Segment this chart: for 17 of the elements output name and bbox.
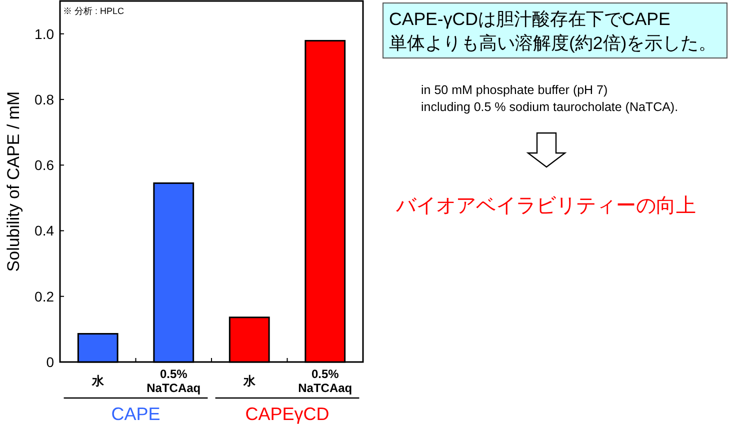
y-tick-label: 0.4 (34, 222, 54, 239)
text: バイオアベイラビリティーの向上 (395, 195, 696, 217)
y-tick-label: 0.6 (34, 157, 54, 174)
x-tick-label: 水 (90, 374, 105, 388)
annotation: ※ 分析 : HPLC (63, 6, 125, 16)
y-tick-label: 0.8 (34, 91, 54, 108)
x-tick-label: 0.5% NaTCAaq (146, 367, 201, 395)
x-tick-label: 0.5% NaTCAaq (298, 367, 352, 395)
text: CAPE-γCDは胆汁酸存在下でCAPE 単体よりも高い溶解度(約2倍)を示した。 (389, 9, 717, 53)
text: in 50 mM phosphate buffer (pH 7) including 0.5 % sodium taurocholate (NaTCA). (421, 83, 678, 114)
text: CAPE (111, 404, 160, 424)
y-axis-title: Solubility of CAPE / mM (4, 91, 23, 272)
text: CAPEγCD (245, 404, 330, 424)
y-tick-label: 0 (46, 354, 54, 370)
y-tick-label: 0.2 (34, 288, 54, 304)
x-tick-label: 水 (242, 374, 256, 388)
y-tick-label: 1.0 (34, 26, 54, 42)
